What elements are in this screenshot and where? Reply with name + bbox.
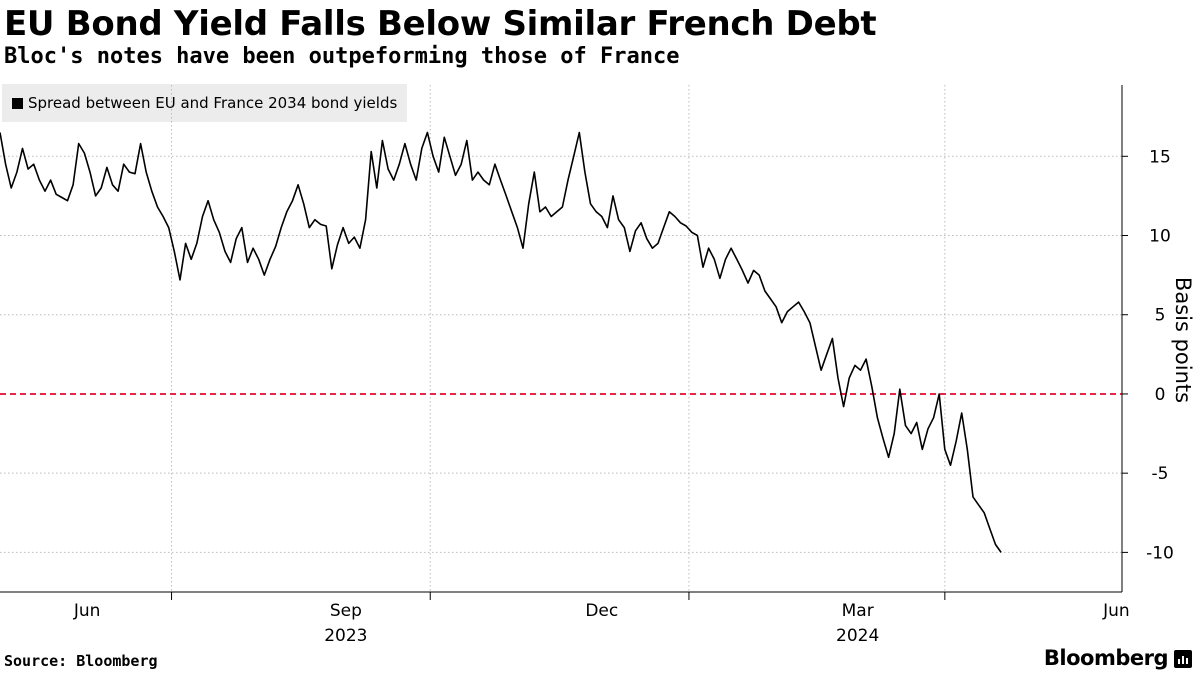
chart-subtitle: Bloc's notes have been outpeforming thos… [4, 44, 680, 69]
gridlines [0, 85, 1122, 592]
x-year-label: 2023 [324, 626, 367, 646]
y-tick-label: -5 [1152, 464, 1169, 484]
y-axis-title: Basis points [1171, 277, 1195, 403]
legend-swatch [12, 97, 23, 109]
x-tick-label: Jun [1102, 601, 1130, 621]
x-tick-label: Dec [585, 601, 618, 621]
chart-title: EU Bond Yield Falls Below Similar French… [4, 4, 877, 44]
spread-series-line [0, 131, 1002, 553]
y-tick-label: -10 [1146, 543, 1174, 563]
x-year-label: 2024 [836, 626, 879, 646]
brand-logo: Bloomberg [1043, 646, 1169, 670]
bloomberg-chart-icon [1174, 650, 1192, 668]
series-layer [0, 131, 1002, 553]
x-tick-label: Jun [73, 601, 101, 621]
y-tick-label: 15 [1149, 147, 1171, 167]
x-tick-label: Mar [842, 601, 874, 621]
y-tick-label: 5 [1155, 306, 1166, 326]
axes: 15 10 5 0 -5 -10 Jun Sep Dec Mar Jun 2023 2024 [0, 85, 1174, 646]
x-tick-label: Sep [330, 601, 362, 621]
legend-label: Spread between EU and France 2034 bond y… [28, 94, 398, 112]
y-tick-label: 10 [1149, 227, 1171, 247]
source-note: Source: Bloomberg [4, 652, 158, 670]
legend: Spread between EU and France 2034 bond y… [2, 84, 408, 122]
y-tick-label: 0 [1155, 385, 1166, 405]
